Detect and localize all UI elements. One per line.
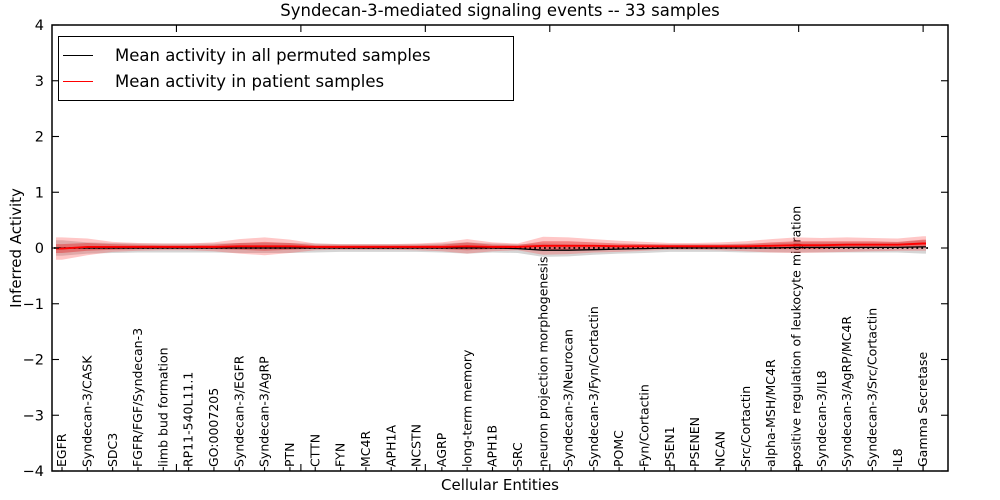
entity-label: limb bud formation (155, 347, 170, 467)
entity-label: GO:0007205 (206, 388, 221, 467)
chart-title: Syndecan-3-mediated signaling events -- … (280, 1, 720, 20)
entity-label: Gamma Secretase (915, 352, 930, 467)
entity-label: SDC3 (105, 433, 120, 467)
legend-label-patient: Mean activity in patient samples (115, 71, 385, 91)
legend-line-patient-icon (63, 80, 93, 82)
legend-item-patient: Mean activity in patient samples (59, 68, 513, 94)
entity-label: SRC (510, 442, 525, 467)
entity-label: CTTN (307, 434, 322, 467)
entity-label: NCSTN (409, 424, 424, 467)
entity-label: EGFR (54, 433, 69, 467)
entity-label: IL8 (890, 448, 905, 467)
entity-label: Src/Cortactin (738, 386, 753, 467)
y-tick-label: −3 (23, 408, 44, 424)
y-tick-label: 2 (35, 130, 44, 146)
entity-label: FYN (333, 443, 348, 467)
y-tick-label: 1 (35, 185, 44, 201)
entity-label: Syndecan-3/CASK (79, 355, 94, 467)
entity-label: NCAN (713, 431, 728, 467)
y-tick-label: −2 (23, 353, 44, 369)
y-axis-title: Inferred Activity (7, 188, 25, 308)
entity-label: FGFR/FGF/Syndecan-3 (130, 328, 145, 467)
entity-label: APH1A (383, 425, 398, 467)
entity-label: positive regulation of leukocyte migrati… (789, 206, 804, 467)
entity-label: PSENEN (687, 417, 702, 467)
entity-label: Syndecan-3/EGFR (231, 355, 246, 467)
patient-mean-line (56, 242, 926, 250)
entity-label: POMC (611, 430, 626, 467)
entity-label: alpha-MSH/MC4R (763, 359, 778, 467)
entity-label: Syndecan-3/Neurocan (561, 329, 576, 467)
entity-label: PSEN1 (662, 426, 677, 467)
entity-label: APH1B (485, 425, 500, 467)
entity-label: Syndecan-3/AgRP (257, 356, 272, 467)
legend-line-permuted-icon (63, 54, 93, 56)
entity-label: Fyn/Cortactin (637, 384, 652, 467)
permuted-mean-line (56, 246, 926, 251)
legend: Mean activity in all permuted samples Me… (58, 36, 514, 101)
entity-label: RP11-540L11.1 (181, 372, 196, 467)
entity-label: Syndecan-3/Fyn/Cortactin (586, 306, 601, 467)
entity-label: neuron projection morphogenesis (535, 256, 550, 467)
legend-label-permuted: Mean activity in all permuted samples (115, 45, 431, 65)
x-axis-title: Cellular Entities (441, 476, 559, 494)
entity-label: Syndecan-3/IL8 (814, 370, 829, 467)
y-tick-label: 4 (35, 18, 44, 34)
y-tick-label: 3 (35, 74, 44, 90)
entity-label: PTN (282, 442, 297, 467)
entity-label: Syndecan-3/Src/Cortactin (864, 308, 879, 467)
entity-label: AGRP (434, 432, 449, 467)
y-tick-label: 0 (35, 241, 44, 257)
y-tick-label: −1 (23, 297, 44, 313)
entity-label: MC4R (358, 431, 373, 467)
legend-item-permuted: Mean activity in all permuted samples (59, 42, 513, 68)
entity-label: Syndecan-3/AgRP/MC4R (839, 316, 854, 467)
y-tick-label: −4 (23, 464, 44, 480)
entity-label: long-term memory (459, 349, 474, 467)
